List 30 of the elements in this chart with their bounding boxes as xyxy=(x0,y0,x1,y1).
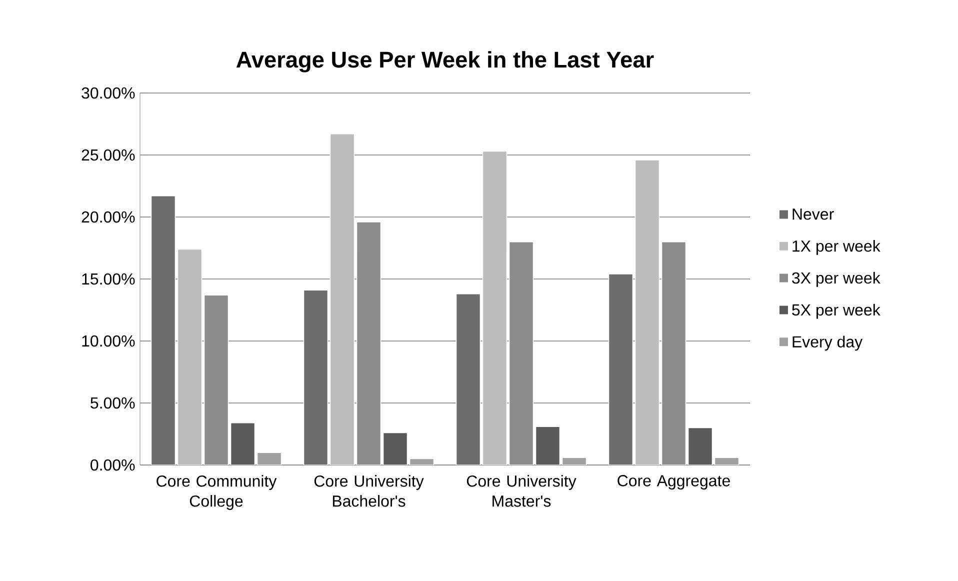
legend-label: Never xyxy=(792,208,834,220)
y-tick-label: 5.00% xyxy=(90,397,135,409)
legend-label: 3X per week xyxy=(792,272,880,287)
legend-label: 5X per week xyxy=(792,304,880,319)
bar xyxy=(257,452,282,465)
chart-title: Average Use Per Week in the Last Year xyxy=(236,51,654,72)
x-tick-label: Core Community College xyxy=(156,475,277,510)
y-tick-label: 0.00% xyxy=(90,459,135,471)
bar xyxy=(150,196,176,465)
x-tick-label: Core University Master's xyxy=(466,475,576,507)
bar xyxy=(230,422,256,465)
bar xyxy=(456,293,481,465)
legend-label: Every day xyxy=(792,336,863,351)
bar xyxy=(482,150,508,465)
y-tick-label: 20.00% xyxy=(82,211,135,223)
bar xyxy=(608,274,634,465)
bar xyxy=(177,248,202,465)
bar xyxy=(688,427,713,465)
x-tick-label: Core University Bachelor's xyxy=(314,475,424,507)
bar xyxy=(382,432,408,465)
y-tick-label: 15.00% xyxy=(82,273,135,285)
bar xyxy=(330,134,355,465)
x-tick-label: Core Aggregate xyxy=(618,475,730,490)
y-tick-label: 25.00% xyxy=(82,149,135,161)
bar xyxy=(634,160,660,465)
y-tick-label: 30.00% xyxy=(82,87,135,99)
bar xyxy=(303,290,328,465)
y-tick-label: 10.00% xyxy=(82,335,135,347)
bar xyxy=(535,426,560,465)
legend-label: 1X per week xyxy=(792,240,880,255)
